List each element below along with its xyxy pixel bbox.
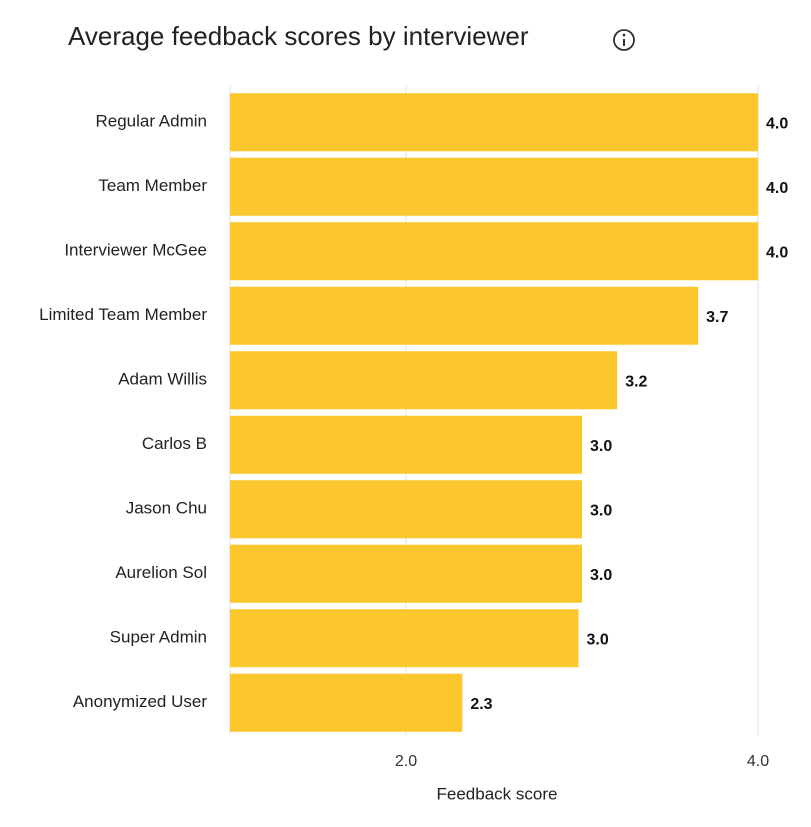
value-label: 3.0 bbox=[590, 567, 612, 584]
x-axis-label: Feedback score bbox=[437, 784, 558, 803]
bar bbox=[230, 351, 618, 410]
y-tick-label: Regular Admin bbox=[95, 112, 207, 131]
value-label: 3.0 bbox=[590, 502, 612, 519]
bar bbox=[230, 415, 582, 474]
value-label: 3.7 bbox=[706, 309, 728, 326]
y-tick-label: Team Member bbox=[98, 176, 207, 195]
x-tick-label: 4.0 bbox=[747, 753, 769, 770]
y-tick-label: Carlos B bbox=[142, 434, 207, 453]
bar bbox=[230, 93, 758, 152]
bar bbox=[230, 222, 758, 281]
bar bbox=[230, 157, 758, 216]
value-label: 3.0 bbox=[586, 631, 608, 648]
value-label: 4.0 bbox=[766, 115, 788, 132]
x-tick-label: 2.0 bbox=[395, 753, 417, 770]
bar bbox=[230, 544, 582, 603]
y-tick-label: Aurelion Sol bbox=[115, 563, 207, 582]
value-label: 3.0 bbox=[590, 438, 612, 455]
value-label: 3.2 bbox=[625, 373, 647, 390]
y-tick-label: Jason Chu bbox=[126, 499, 207, 518]
bar bbox=[230, 673, 463, 732]
y-tick-label: Limited Team Member bbox=[39, 305, 207, 324]
value-label: 4.0 bbox=[766, 180, 788, 197]
y-tick-label: Adam Willis bbox=[118, 370, 207, 389]
bar bbox=[230, 480, 582, 539]
value-label: 4.0 bbox=[766, 244, 788, 261]
value-label: 2.3 bbox=[470, 696, 492, 713]
chart-title: Average feedback scores by interviewer bbox=[68, 21, 529, 51]
info-icon[interactable] bbox=[613, 29, 635, 51]
y-tick-label: Anonymized User bbox=[73, 692, 208, 711]
y-tick-label: Super Admin bbox=[110, 628, 207, 647]
bar bbox=[230, 286, 699, 345]
y-tick-label: Interviewer McGee bbox=[64, 241, 207, 260]
bar bbox=[230, 609, 579, 668]
